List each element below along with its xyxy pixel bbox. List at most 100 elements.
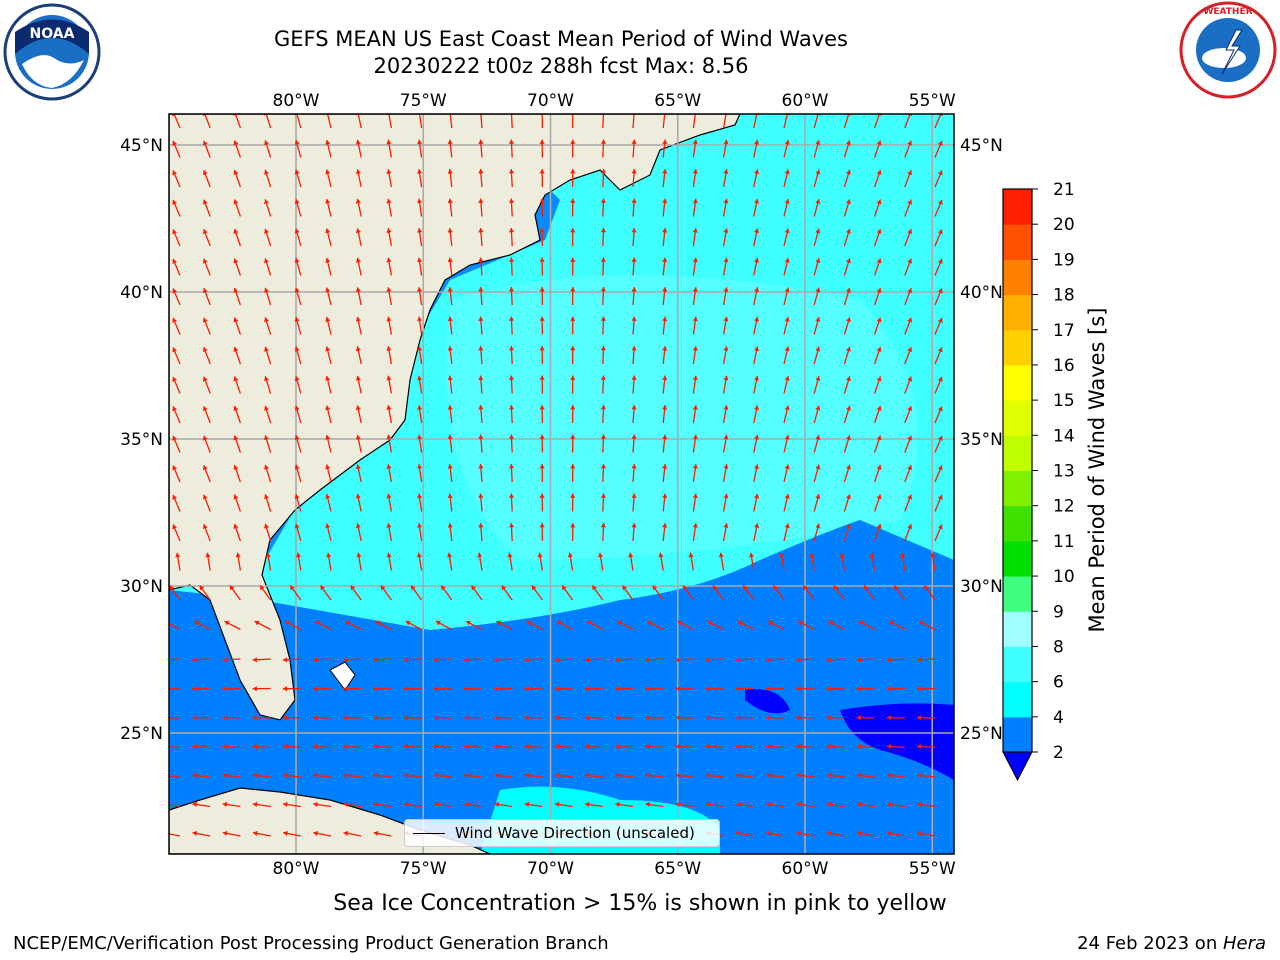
arrow-head <box>631 346 637 351</box>
arrow-head <box>876 287 882 293</box>
arrow-head <box>373 744 378 750</box>
arrow-head <box>386 375 392 381</box>
arrow-head <box>600 405 606 410</box>
arrow-shaft <box>722 114 727 129</box>
lat-label-right: 45°N <box>960 136 1003 156</box>
arrow-head <box>313 801 318 808</box>
arrow-head <box>876 346 882 352</box>
arrow-head <box>815 258 821 263</box>
arrow-head <box>325 169 331 175</box>
nws-logo: WEATHER <box>1178 0 1278 100</box>
arrow-shaft <box>169 804 181 808</box>
colorbar-segment <box>1003 294 1032 331</box>
arrow-head <box>631 405 637 410</box>
arrow-head <box>815 464 821 470</box>
arrow-head <box>386 198 392 204</box>
arrow-head <box>766 744 771 750</box>
arrow-head <box>692 198 698 204</box>
arrow-head <box>531 585 537 591</box>
arrow-head <box>202 435 208 441</box>
arrow-head <box>784 493 790 499</box>
arrow-head <box>705 772 711 779</box>
arrow-head <box>723 405 729 410</box>
arrow-head <box>325 258 331 263</box>
arrow-head <box>326 552 332 558</box>
arrow-head <box>584 744 590 750</box>
lon-label-top: 70°W <box>527 91 574 111</box>
arrow-shaft <box>904 114 911 129</box>
arrow-head <box>735 772 741 779</box>
arrow-head <box>826 715 831 721</box>
arrow-head <box>355 464 361 470</box>
arrow-head <box>917 744 922 750</box>
arrow-shaft <box>296 114 302 129</box>
arrow-head <box>723 287 729 292</box>
lat-label-left: 25°N <box>120 724 163 744</box>
lon-label-top: 65°W <box>654 91 701 111</box>
arrow-head <box>723 169 729 174</box>
arrow-head <box>282 801 288 808</box>
arrow-head <box>539 198 545 203</box>
arrow-head <box>508 346 515 351</box>
colorbar-segment <box>1003 716 1032 753</box>
arrow-head <box>539 434 545 439</box>
arrow-head <box>233 287 239 293</box>
arrow-head <box>784 434 790 440</box>
arrow-head <box>294 287 300 293</box>
arrow-head <box>631 287 637 292</box>
arrow-head <box>937 317 943 323</box>
lat-label-left: 35°N <box>120 430 163 450</box>
arrow-head <box>692 434 698 440</box>
arrow-head <box>539 169 545 174</box>
arrow-head <box>675 744 680 750</box>
arrow-head <box>937 199 943 205</box>
arrow-head <box>692 139 698 145</box>
arrow-head <box>796 830 802 836</box>
arrow-head <box>264 494 269 500</box>
arrow-head <box>723 257 729 263</box>
arrow-head <box>222 830 228 836</box>
arrow-head <box>233 435 239 441</box>
arrow-head <box>600 228 606 233</box>
arrow-head <box>202 288 208 294</box>
arrow-head <box>662 139 668 145</box>
colorbar: 2 4 6 8 9 10 11 12 13 14 15 16 17 18 19 20 21 <box>1002 180 1075 782</box>
arrow-head <box>478 287 484 292</box>
arrow-head <box>675 715 680 721</box>
arrow-head <box>433 744 439 750</box>
arrow-head <box>815 523 821 529</box>
arrow-head <box>501 585 507 591</box>
arrow-head <box>403 686 408 692</box>
arrow-head <box>494 744 499 750</box>
arrow-head <box>876 317 882 323</box>
arrow-head <box>233 140 239 146</box>
arrow-head <box>325 464 331 470</box>
arrow-head <box>707 620 713 626</box>
arrow-head <box>617 620 623 626</box>
arrow-head <box>826 830 832 836</box>
arrow-head <box>554 801 560 808</box>
arrow-head <box>172 258 178 264</box>
arrow-head <box>615 772 620 779</box>
arrow-head <box>754 198 760 204</box>
arrow-head <box>343 715 348 721</box>
ocean-deep-patch-2 <box>745 689 790 714</box>
arrow-head <box>856 772 862 779</box>
ocean-blue-zone <box>169 520 954 854</box>
arrow-head <box>600 287 606 292</box>
arrow-head <box>600 434 606 439</box>
arrow-head <box>675 801 681 808</box>
arrow-head <box>615 744 620 750</box>
arrow-head <box>937 376 943 382</box>
arrow-head <box>192 744 197 750</box>
colorbar-segment <box>1003 224 1032 260</box>
arrow-head <box>766 657 771 663</box>
arrow-head <box>886 744 892 750</box>
arrow-head <box>478 493 484 499</box>
arrow-head <box>675 657 680 663</box>
arrow-head <box>735 715 741 721</box>
arrow-head <box>662 316 668 322</box>
arrow-head <box>192 830 198 836</box>
arrow-head <box>478 346 484 351</box>
arrow-head <box>584 801 590 808</box>
